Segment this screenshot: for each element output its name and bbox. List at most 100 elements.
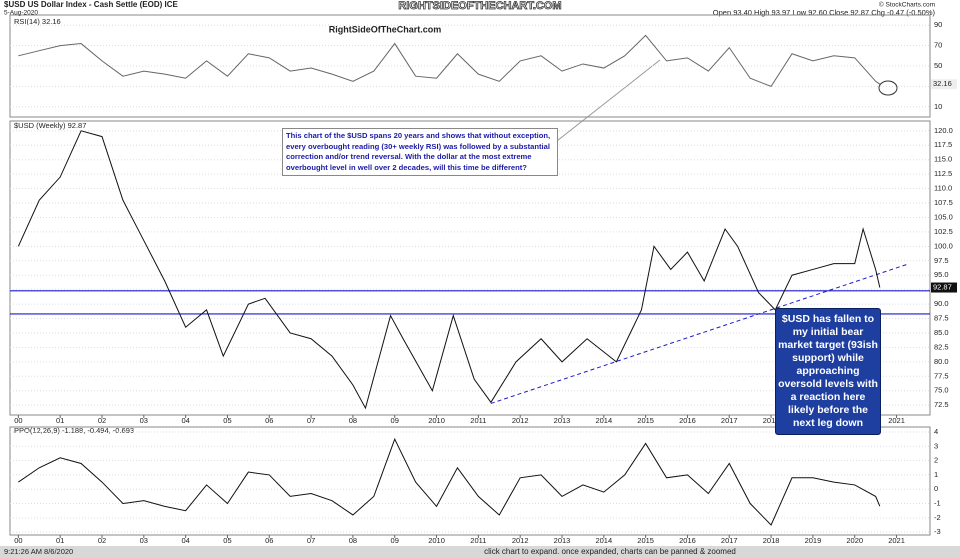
banner: RIGHTSIDEOFTHECHART.COM [398, 0, 561, 12]
x-tick-label: 03 [140, 416, 148, 425]
y-tick-label: 110.0 [934, 184, 952, 193]
y-tick-label: 80.0 [934, 357, 949, 366]
y-tick-label: 95.0 [934, 270, 949, 279]
y-tick-label: 102.5 [934, 227, 953, 236]
last-value-box [931, 282, 957, 293]
y-tick-label: 105.0 [934, 212, 953, 221]
x-tick-label: 2010 [428, 416, 445, 425]
x-tick-label: 2016 [679, 536, 696, 545]
y-tick-label: 82.5 [934, 342, 949, 351]
x-tick-label: 2021 [888, 536, 905, 545]
panel-title: $USD (Weekly) 92.87 [14, 121, 86, 130]
x-tick-label: 2011 [470, 536, 486, 545]
x-tick-label: 2019 [805, 536, 822, 545]
x-tick-label: 05 [223, 416, 231, 425]
quote: Open 93.40 High 93.97 Low 92.60 Close 92… [713, 8, 936, 17]
panel-title: PPO(12,26,9) -1.188, -0.494, -0.693 [14, 426, 134, 435]
y-tick-label: 77.5 [934, 371, 949, 380]
last-value-box [931, 79, 957, 90]
x-tick-label: 01 [56, 416, 64, 425]
x-tick-label: 02 [98, 536, 106, 545]
y-tick-label: -3 [934, 527, 941, 536]
price-line [18, 437, 881, 526]
y-tick-label: -1 [934, 499, 941, 508]
annotation: This chart of the $USD spans 20 years an… [282, 128, 558, 176]
x-tick-label: 2011 [470, 416, 486, 425]
y-tick-label: 0 [934, 484, 938, 493]
y-tick-label: 115.0 [934, 155, 952, 164]
x-tick-label: 03 [140, 536, 148, 545]
x-tick-label: 2020 [846, 536, 863, 545]
x-tick-label: 2010 [428, 536, 445, 545]
x-tick-label: 04 [181, 416, 189, 425]
y-tick-label: 87.5 [934, 314, 949, 323]
trendline [490, 263, 910, 404]
x-tick-label: 2012 [512, 536, 529, 545]
y-tick-label: 100.0 [934, 241, 953, 250]
x-tick-label: 07 [307, 536, 315, 545]
x-tick-label: 06 [265, 416, 273, 425]
symbol-line: $USD US Dollar Index - Cash Settle (EOD)… [4, 0, 178, 9]
y-tick-label: 90 [934, 20, 942, 29]
y-tick-label: 2 [934, 456, 938, 465]
y-tick-label: 1 [934, 470, 938, 479]
panel-frame [9, 426, 931, 536]
x-tick-label: 2012 [512, 416, 529, 425]
x-tick-label: 2018 [763, 416, 780, 425]
x-tick-label: 2013 [554, 416, 571, 425]
x-tick-label: 2017 [721, 536, 738, 545]
y-tick-label: 75.0 [934, 386, 949, 395]
x-tick-label: 09 [391, 536, 399, 545]
y-tick-label: 50 [934, 61, 942, 70]
y-tick-label: 4 [934, 427, 938, 436]
panel-title: RSI(14) 32.16 [14, 17, 61, 26]
y-tick-label: 90.0 [934, 299, 949, 308]
x-tick-label: 00 [14, 536, 22, 545]
last-value-label: 92.87 [933, 283, 952, 292]
copyright: © StockCharts.com [879, 1, 935, 9]
y-tick-label: 70 [934, 41, 942, 50]
x-tick-label: 2016 [679, 416, 696, 425]
timestamp: 9:21:26 AM 8/6/2020 [4, 547, 73, 556]
y-tick-label: 120.0 [934, 126, 953, 135]
y-tick-label: 10 [934, 102, 942, 111]
x-tick-label: 2021 [888, 416, 905, 425]
y-tick-label: 72.5 [934, 400, 949, 409]
y-tick-label: 85.0 [934, 328, 949, 337]
price-line [18, 34, 881, 88]
x-tick-label: 2014 [595, 536, 612, 545]
y-tick-label: 107.5 [934, 198, 953, 207]
x-tick-label: 05 [223, 536, 231, 545]
x-tick-label: 07 [307, 416, 315, 425]
x-tick-label: 2017 [721, 416, 738, 425]
x-tick-label: 2018 [763, 536, 780, 545]
x-tick-label: 2014 [595, 416, 612, 425]
x-tick-label: 2013 [554, 536, 571, 545]
y-tick-label: 97.5 [934, 256, 949, 265]
x-tick-label: 06 [265, 536, 273, 545]
panel-frame [9, 120, 931, 416]
watermark: RightSideOfTheChart.com [329, 24, 442, 34]
x-tick-label: 08 [349, 416, 357, 425]
y-tick-label: 117.5 [934, 140, 952, 149]
x-tick-label: 08 [349, 536, 357, 545]
x-tick-label: 00 [14, 416, 22, 425]
x-tick-label: 04 [181, 536, 189, 545]
x-tick-label: 09 [391, 416, 399, 425]
annotation: $USD has fallen to my initial bear marke… [775, 308, 881, 435]
x-tick-label: 02 [98, 416, 106, 425]
last-value-label: 32.16 [933, 79, 952, 88]
x-tick-label: 2015 [637, 416, 654, 425]
y-tick-label: 3 [934, 441, 938, 450]
y-tick-label: 112.5 [934, 169, 952, 178]
date: 5-Aug-2020 [4, 10, 38, 17]
oversold-circle [878, 80, 898, 96]
hint: click chart to expand. once expanded, ch… [484, 547, 736, 556]
x-tick-label: 2015 [637, 536, 654, 545]
x-tick-label: 01 [56, 536, 64, 545]
footer-bar [0, 546, 960, 558]
y-tick-label: -2 [934, 513, 941, 522]
